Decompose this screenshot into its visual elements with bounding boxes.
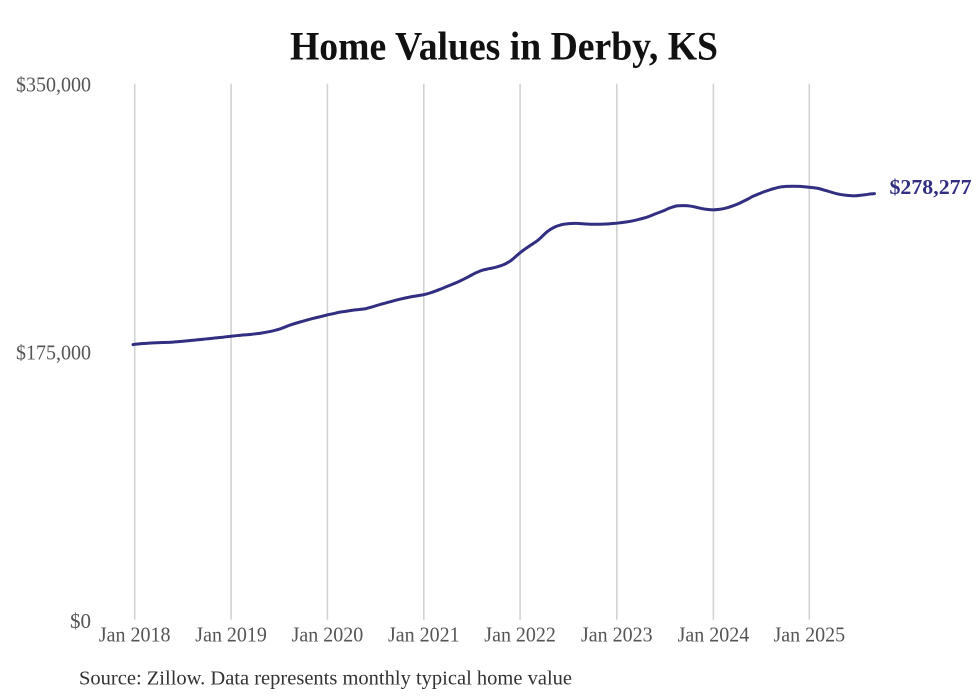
svg-text:$175,000: $175,000 bbox=[16, 341, 91, 365]
svg-text:Jan 2018: Jan 2018 bbox=[99, 623, 171, 647]
svg-text:Jan 2023: Jan 2023 bbox=[581, 623, 653, 647]
svg-text:Jan 2022: Jan 2022 bbox=[484, 623, 556, 647]
svg-text:Jan 2024: Jan 2024 bbox=[678, 623, 750, 647]
svg-text:Jan 2020: Jan 2020 bbox=[292, 623, 364, 647]
svg-text:$278,277: $278,277 bbox=[890, 175, 972, 199]
svg-text:$350,000: $350,000 bbox=[16, 72, 91, 96]
svg-text:Jan 2025: Jan 2025 bbox=[774, 623, 846, 647]
svg-text:Home Values in Derby, KS: Home Values in Derby, KS bbox=[290, 24, 718, 69]
svg-text:Source: Zillow. Data represent: Source: Zillow. Data represents monthly … bbox=[79, 668, 572, 690]
svg-text:$0: $0 bbox=[70, 609, 91, 633]
svg-text:Jan 2021: Jan 2021 bbox=[388, 623, 460, 647]
svg-text:Jan 2019: Jan 2019 bbox=[195, 623, 267, 647]
